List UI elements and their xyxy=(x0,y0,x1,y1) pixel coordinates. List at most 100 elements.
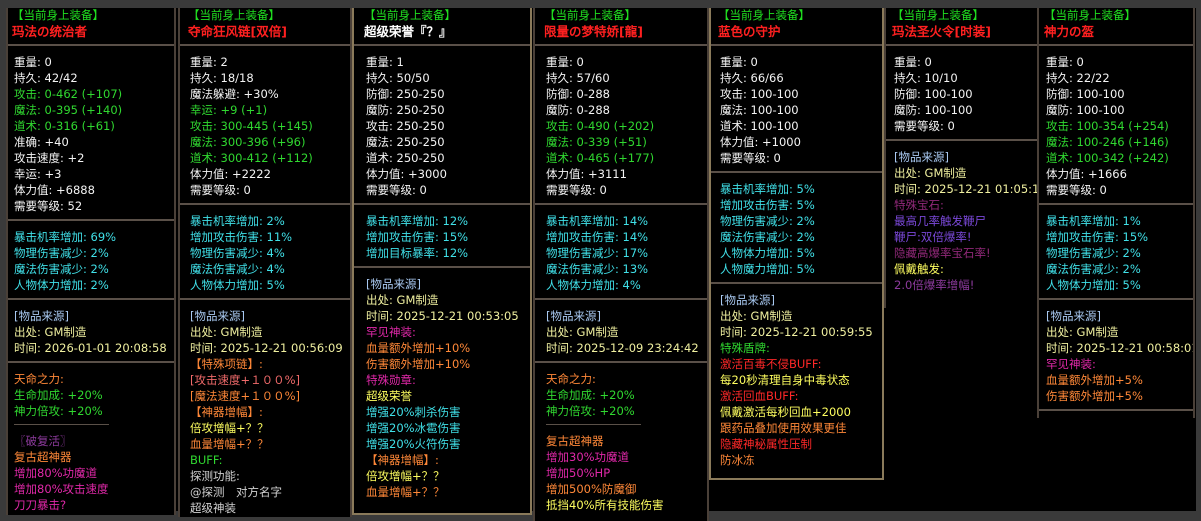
attribute-line: 暴击机率增加: 12% xyxy=(366,214,469,228)
attribute-line: 持久: 22/22 xyxy=(1046,71,1110,85)
attribute-line: 特殊勋章: xyxy=(366,373,416,387)
attribute-line: 需要等级: 0 xyxy=(894,119,955,133)
tooltip-section: 重量: 0 持久: 10/10 防御: 100-100 魔防: 100-100 需要等级… xyxy=(886,46,1037,141)
attribute-line: 暴击机率增加: 14% xyxy=(546,214,649,228)
item-name: 夺命狂风链[双倍] xyxy=(188,24,287,39)
attribute-line: 体力值: +2222 xyxy=(190,167,271,181)
item-tooltip-panel: 【当前身上装备】 玛法の统治者 重量: 0 持久: 42/42 攻击: 0-462 (+… xyxy=(6,8,176,515)
attribute-line: [物品来源] xyxy=(190,309,245,323)
attribute-line: 持久: 50/50 xyxy=(366,71,430,85)
attribute-line: 持久: 42/42 xyxy=(14,71,78,85)
attribute-line: 魔法伤害减少: 2% xyxy=(14,262,109,276)
attribute-line: 防冰冻 xyxy=(720,453,755,467)
attribute-line: 需要等级: 0 xyxy=(546,183,607,197)
tooltip-section: 重量: 0 持久: 42/42 攻击: 0-462 (+107) 魔法: 0-395 … xyxy=(8,46,174,221)
item-tooltip-panel: 【当前身上装备】 蓝色の守护重量: 0 持久: 66/66 攻击: 100-100 魔法… xyxy=(709,8,884,480)
attribute-line: 魔法伤害减少: 2% xyxy=(1046,262,1141,276)
attribute-line: 生命加成: +20% xyxy=(14,388,103,402)
tooltip-section: 暴击机率增加: 69% 物理伤害减少: 2% 魔法伤害减少: 2% 人物体力增加: 2… xyxy=(8,221,174,300)
attribute-line: 持久: 66/66 xyxy=(720,71,784,85)
tooltip-section: 暴击机率增加: 5% 增加攻击伤害: 5% 物理伤害减少: 2% 魔法伤害减少: 2%… xyxy=(711,173,882,284)
attribute-line: 攻击: 250-250 xyxy=(366,119,445,133)
short-divider xyxy=(546,424,641,425)
attribute-line: 神力倍攻: +20% xyxy=(14,404,103,418)
tooltip-section: 暴击机率增加: 1% 增加攻击伤害: 15% 物理伤害减少: 2% 魔法伤害减少: 2… xyxy=(1039,205,1193,300)
tooltip-section: [物品来源] 出处: GM制造 时间: 2025-12-09 23:24:42 xyxy=(535,300,707,363)
attribute-line: 时间: 2025-12-09 23:24:42 xyxy=(546,341,699,355)
attribute-line: 伤害额外增加+5% xyxy=(1046,389,1143,403)
equipped-label: 【当前身上装备】 xyxy=(188,8,280,22)
attribute-line: 人物魔力增加: 5% xyxy=(720,262,815,276)
attribute-line: 幸运: +9 (+1) xyxy=(190,103,268,117)
attribute-line: 特殊宝石: xyxy=(894,198,944,212)
item-tooltip-panel: 【当前身上装备】 超级荣誉『？』 重量: 1 持久: 50/50 防御: 250-250… xyxy=(352,8,532,515)
attribute-line: 物理伤害减少: 2% xyxy=(720,214,815,228)
tooltip-header: 【当前身上装备】 玛法圣火令[时装] xyxy=(886,8,1037,46)
attribute-line: 抵挡40%所有技能伤害 xyxy=(546,498,664,512)
attribute-line: 需要等级: 0 xyxy=(366,183,427,197)
item-name: 神力の盔 xyxy=(1044,24,1095,39)
attribute-line: 出处: GM制造 xyxy=(190,325,263,339)
attribute-line: 最高几率触发鞭尸 xyxy=(894,214,986,228)
attribute-line: 重量: 0 xyxy=(546,55,584,69)
attribute-line: 道术: 100-342 (+242) xyxy=(1046,151,1169,165)
tooltip-section: 暴击机率增加: 12% 增加攻击伤害: 15% 增加目标暴率: 12% xyxy=(354,205,530,268)
attribute-line: 人物体力增加: 4% xyxy=(546,278,641,292)
attribute-line: 增强20%火符伤害 xyxy=(366,437,461,451)
attribute-line: 攻击: 100-100 xyxy=(720,87,799,101)
attribute-line: 探测功能: xyxy=(190,469,240,483)
tooltip-section: [物品来源] 出处: GM制造 时间: 2026-01-01 20:08:58 xyxy=(8,300,174,363)
tooltip-section: 天命之力: 生命加成: +20% 神力倍攻: +20% xyxy=(8,363,174,424)
attribute-line: 增加攻击伤害: 15% xyxy=(366,230,469,244)
attribute-line: BUFF: xyxy=(190,453,223,467)
attribute-line: 魔防: 0-288 xyxy=(546,103,610,117)
attribute-line: 增加攻击伤害: 5% xyxy=(720,198,815,212)
equipped-label: 【当前身上装备】 xyxy=(12,8,104,22)
attribute-line: 增加攻击伤害: 15% xyxy=(1046,230,1149,244)
attribute-line: 每20秒清理自身中毒状态 xyxy=(720,373,850,387)
attribute-line: 天命之力: xyxy=(14,372,64,386)
attribute-line: 【特殊项链】: xyxy=(190,357,263,371)
attribute-line: 魔法: 100-100 xyxy=(720,103,799,117)
attribute-line: 体力值: +1000 xyxy=(720,135,801,149)
attribute-line: 时间: 2026-01-01 20:08:58 xyxy=(14,341,167,355)
equipped-label: 【当前身上装备】 xyxy=(544,8,636,22)
attribute-line: 攻击: 0-490 (+202) xyxy=(546,119,655,133)
attribute-line: 重量: 0 xyxy=(720,55,758,69)
attribute-line: 魔法伤害减少: 13% xyxy=(546,262,649,276)
attribute-line: 物理伤害减少: 17% xyxy=(546,246,649,260)
attribute-line: 增加500%防魔御 xyxy=(546,482,637,496)
tooltip-section: 天命之力: 生命加成: +20% 神力倍攻: +20% xyxy=(535,363,707,424)
attribute-line: 魔法伤害减少: 4% xyxy=(190,262,285,276)
attribute-line: 需要等级: 0 xyxy=(1046,183,1107,197)
attribute-line: 隐藏神秘属性压制 xyxy=(720,437,812,451)
attribute-line: 时间: 2025-12-21 00:58:01 xyxy=(1046,341,1195,355)
tooltip-section: [物品来源] 出处: GM制造时间: 2025-12-21 00:56:09 【特殊… xyxy=(180,300,350,517)
tooltip-header: 【当前身上装备】 神力の盔 xyxy=(1039,8,1193,46)
attribute-line: 体力值: +3111 xyxy=(546,167,627,181)
attribute-line: 人物体力增加: 5% xyxy=(190,278,285,292)
attribute-line: 魔防: 100-100 xyxy=(894,103,973,117)
attribute-line: 道术: 250-250 xyxy=(366,151,445,165)
tooltip-header: 【当前身上装备】 蓝色の守护 xyxy=(711,8,882,46)
attribute-line: 人物体力增加: 2% xyxy=(14,278,109,292)
attribute-line: 暴击机率增加: 2% xyxy=(190,214,285,228)
attribute-line: [物品来源] xyxy=(14,309,69,323)
attribute-line: 超级荣誉 xyxy=(366,389,412,403)
tooltip-section: 〖破复活〗 复古超神器 增加80%功魔道 增加80%攻击速度 刀刀暴击? xyxy=(8,425,174,515)
attribute-line: 时间: 2025-12-21 00:53:05 xyxy=(366,309,519,323)
attribute-line: 防御: 100-100 xyxy=(1046,87,1125,101)
tooltip-section: 复古超神器 增加30%功魔道 增加50%HP 增加500%防魔御 抵挡40%所有技能伤害 xyxy=(535,425,707,518)
attribute-line: 佩戴激活每秒回血+2000 xyxy=(720,405,851,419)
attribute-line: 增加30%功魔道 xyxy=(546,450,630,464)
attribute-line: 时间: 2025-12-21 00:56:09 xyxy=(190,341,343,355)
attribute-line: 持久: 18/18 xyxy=(190,71,254,85)
equipped-label: 【当前身上装备】 xyxy=(892,8,984,22)
attribute-line: 体力值: +6888 xyxy=(14,183,95,197)
attribute-line: 【神器增幅】: xyxy=(190,405,263,419)
attribute-line: 罕见神装: xyxy=(366,325,416,339)
attribute-line: 复古超神器 xyxy=(546,434,604,448)
attribute-line: 血量增幅+？？ xyxy=(366,485,445,499)
tooltip-section: [物品来源] 出处: GM制造 时间: 2025-12-21 00:53:05 罕见神… xyxy=(354,268,530,505)
attribute-line: 鞭尸:双倍爆率! xyxy=(894,230,972,244)
